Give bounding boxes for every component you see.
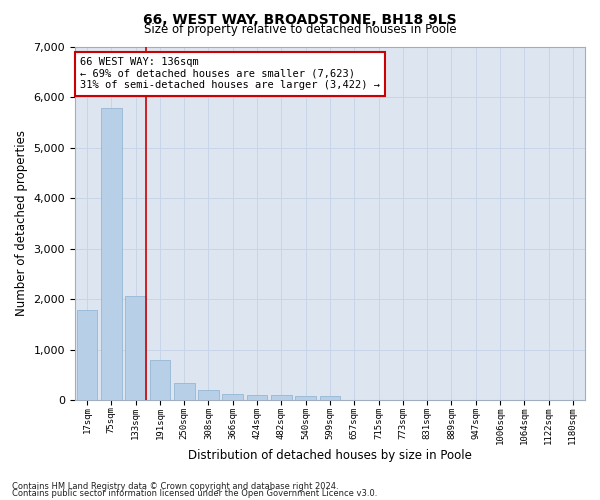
Bar <box>223 394 243 400</box>
Text: Contains public sector information licensed under the Open Government Licence v3: Contains public sector information licen… <box>12 490 377 498</box>
Bar <box>149 360 170 400</box>
Bar <box>77 310 97 400</box>
Bar <box>247 394 268 400</box>
Bar <box>295 396 316 400</box>
Y-axis label: Number of detached properties: Number of detached properties <box>15 130 28 316</box>
X-axis label: Distribution of detached houses by size in Poole: Distribution of detached houses by size … <box>188 450 472 462</box>
Bar <box>174 383 194 400</box>
Bar <box>101 108 122 400</box>
Bar <box>125 296 146 400</box>
Bar <box>198 390 219 400</box>
Text: 66 WEST WAY: 136sqm
← 69% of detached houses are smaller (7,623)
31% of semi-det: 66 WEST WAY: 136sqm ← 69% of detached ho… <box>80 57 380 90</box>
Text: Size of property relative to detached houses in Poole: Size of property relative to detached ho… <box>143 22 457 36</box>
Bar <box>271 396 292 400</box>
Bar <box>320 396 340 400</box>
Text: 66, WEST WAY, BROADSTONE, BH18 9LS: 66, WEST WAY, BROADSTONE, BH18 9LS <box>143 12 457 26</box>
Text: Contains HM Land Registry data © Crown copyright and database right 2024.: Contains HM Land Registry data © Crown c… <box>12 482 338 491</box>
